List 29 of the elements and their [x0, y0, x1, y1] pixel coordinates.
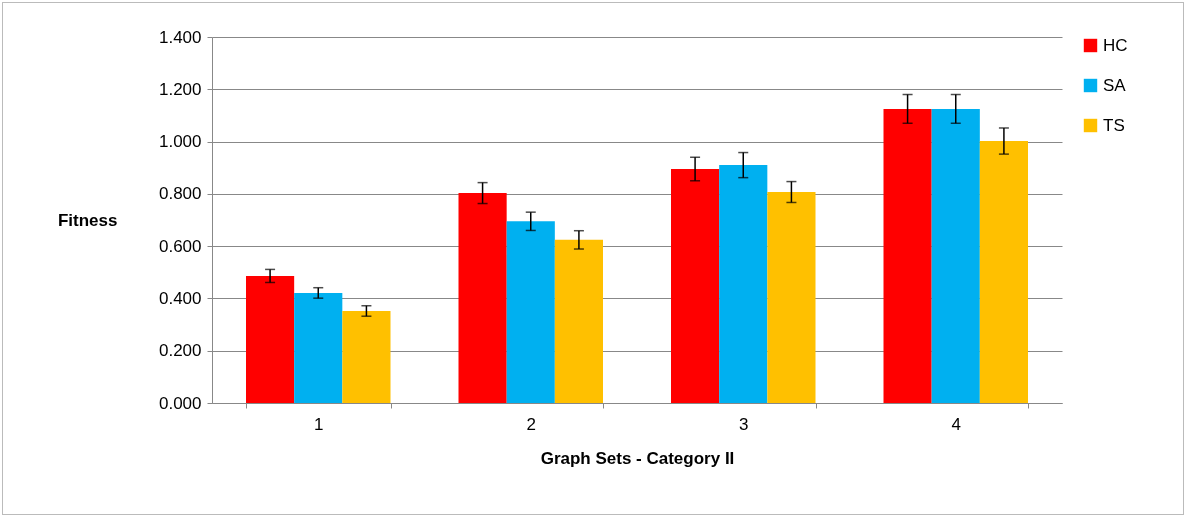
y-tick-label: 0.600 — [158, 236, 202, 256]
legend-label: TS — [1103, 115, 1125, 135]
bar — [671, 169, 720, 403]
y-tick-label: 0.000 — [158, 393, 202, 413]
bar — [506, 221, 555, 403]
bar — [931, 108, 980, 403]
bar — [883, 108, 932, 403]
bar — [458, 193, 507, 403]
x-tick-label: 3 — [739, 414, 749, 434]
y-tick-label: 1.000 — [158, 132, 202, 152]
bar — [719, 165, 768, 403]
legend-label: SA — [1103, 75, 1127, 95]
y-axis-title: Fitness — [57, 210, 118, 230]
x-tick-label: 1 — [314, 414, 324, 434]
x-tick-label: 2 — [526, 414, 536, 434]
bar — [246, 275, 295, 403]
bar — [767, 192, 816, 403]
y-tick-label: 1.200 — [158, 79, 202, 99]
bar — [554, 239, 603, 403]
bar — [342, 310, 391, 403]
y-tick-label: 0.400 — [158, 288, 202, 308]
x-axis-title: Graph Sets - Category II — [540, 448, 735, 468]
bar — [979, 141, 1028, 403]
bar — [294, 292, 343, 403]
x-tick-label: 4 — [951, 414, 961, 434]
legend-label: HC — [1103, 35, 1128, 55]
y-tick-label: 0.800 — [158, 184, 202, 204]
y-tick-label: 1.400 — [158, 27, 202, 47]
y-tick-label: 0.200 — [158, 341, 202, 361]
